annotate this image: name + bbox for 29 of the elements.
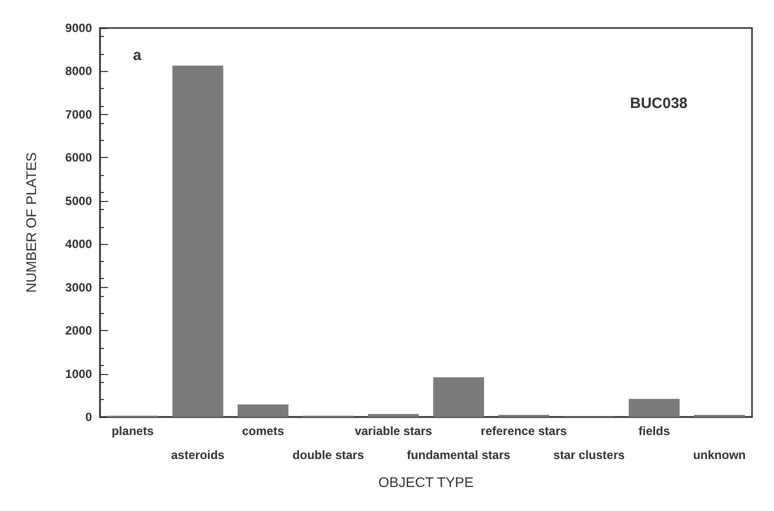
y-tick-label: 5000 (65, 194, 92, 208)
y-tick-label: 7000 (65, 107, 92, 122)
y-tick-label: 0 (85, 410, 92, 424)
annotation: a (133, 47, 142, 64)
y-tick-label: 6000 (65, 150, 92, 165)
x-tick-label: comets (242, 424, 284, 438)
x-tick-label: asteroids (171, 448, 225, 462)
x-tick-label: double stars (292, 448, 364, 462)
y-axis-title: NUMBER OF PLATES (23, 152, 39, 293)
annotation: BUC038 (630, 95, 688, 112)
bar (238, 404, 288, 417)
y-tick-label: 2000 (65, 324, 92, 338)
x-tick-label: unknown (693, 448, 746, 462)
y-tick-label: 4000 (65, 237, 92, 252)
x-tick-label: variable stars (354, 424, 432, 438)
y-tick-label: 3000 (65, 280, 92, 294)
x-tick-label: planets (112, 424, 154, 438)
x-axis-title: OBJECT TYPE (378, 474, 474, 490)
x-tick-label: fundamental stars (406, 448, 511, 462)
x-tick-label: fields (638, 424, 670, 438)
y-tick-label: 9000 (65, 21, 92, 35)
bar (368, 414, 419, 417)
bar (172, 66, 224, 417)
y-tick-label: 1000 (65, 366, 92, 381)
x-tick-label: reference stars (480, 424, 568, 438)
bar (628, 398, 680, 417)
y-tick-label: 8000 (65, 64, 92, 78)
x-tick-label: star clusters (553, 448, 626, 462)
bar (433, 377, 484, 417)
